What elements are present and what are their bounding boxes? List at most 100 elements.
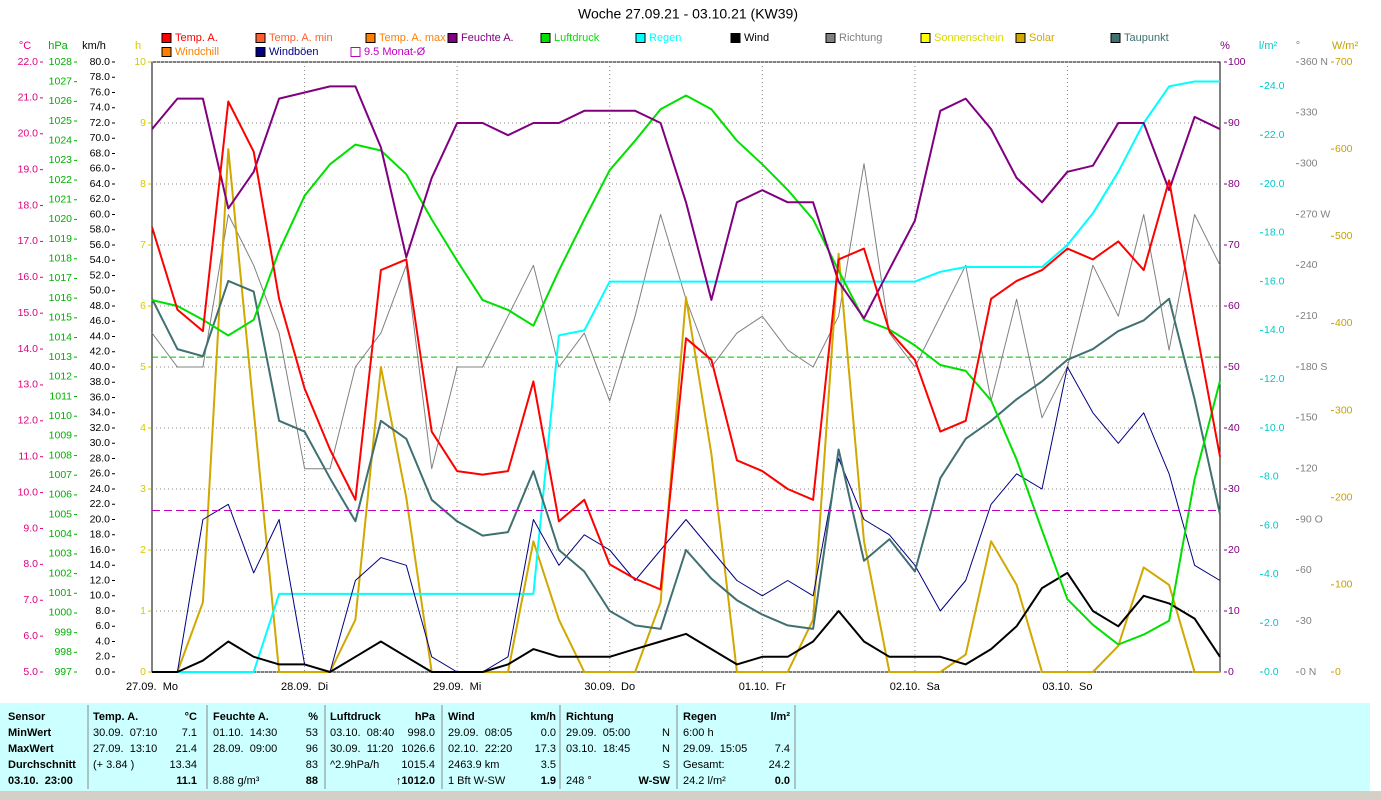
tick-label: 0 N	[1300, 666, 1316, 678]
tick-label: 19.0	[18, 163, 39, 175]
tick-label: 999	[54, 626, 72, 638]
x-tick-label: 03.10. So	[1042, 681, 1092, 693]
tick-label: 14.0	[1264, 324, 1285, 336]
table-cell: 21.4	[175, 743, 197, 755]
tick-label: 80.0	[90, 56, 111, 68]
legend-swatch	[825, 33, 836, 43]
tick-label: 4.0	[95, 635, 110, 647]
tick-label: 22.0	[18, 56, 39, 68]
table-cell: 248 °	[566, 775, 592, 787]
tick-label: 998	[54, 646, 72, 658]
axis-label: °	[1296, 40, 1300, 52]
tick-label: 44.0	[90, 330, 111, 342]
legend-label: Taupunkt	[1124, 32, 1169, 44]
tick-label: 10.0	[1264, 422, 1285, 434]
table-cell: ^2.9hPa/h	[330, 759, 380, 771]
tick-label: 9.0	[23, 522, 38, 534]
tick-label: 300	[1335, 404, 1353, 416]
tick-label: 4	[140, 422, 146, 434]
tick-label: 1002	[49, 567, 73, 579]
table-cell: 03.10. 08:40	[330, 727, 395, 739]
tick-label: 76.0	[90, 86, 111, 98]
tick-label: 30.0	[90, 437, 111, 449]
table-cell: 11.1	[176, 775, 197, 787]
tick-label: 24.0	[90, 483, 111, 495]
table-cell: Luftdruck	[330, 711, 381, 723]
tick-label: 6	[140, 300, 146, 312]
legend-label: Temp. A. max	[379, 32, 446, 44]
legend-swatch	[920, 33, 931, 43]
x-tick-label: 30.09. Do	[584, 681, 635, 693]
tick-label: 14.0	[18, 343, 39, 355]
legend-swatch	[1110, 33, 1121, 43]
tick-label: 1009	[49, 430, 73, 442]
tick-label: 22.0	[90, 498, 111, 510]
tick-label: 0	[140, 666, 146, 678]
tick-label: 1012	[49, 371, 73, 383]
series-line	[151, 279, 1221, 630]
tick-label: 16.0	[90, 544, 111, 556]
tick-label: 6.0	[23, 630, 38, 642]
table-cell: 29.09. 15:05	[683, 743, 748, 755]
tick-label: 13.0	[18, 379, 39, 391]
tick-label: 1001	[49, 587, 73, 599]
tick-label: 1016	[49, 292, 73, 304]
tick-label: 1014	[49, 331, 73, 343]
tick-label: 60	[1228, 300, 1240, 312]
series-line	[151, 100, 1221, 591]
tick-label: 1008	[49, 449, 73, 461]
table-cell: l/m²	[770, 711, 790, 723]
tick-label: 9	[140, 117, 146, 129]
legend-label: Sonnenschein	[934, 32, 1004, 44]
tick-label: 1015	[49, 312, 73, 324]
tick-label: 12.0	[18, 415, 39, 427]
tick-label: 66.0	[90, 163, 111, 175]
tick-label: 60	[1300, 564, 1312, 576]
legend-swatch	[255, 33, 266, 43]
table-cell: °C	[184, 711, 197, 723]
tick-label: 240	[1300, 259, 1318, 271]
axis-label: %	[1220, 40, 1230, 52]
legend-swatch	[730, 33, 741, 43]
table-cell: 17.3	[534, 743, 556, 755]
table-cell: 53	[305, 727, 318, 739]
tick-label: 12.0	[1264, 373, 1285, 385]
tick-label: 62.0	[90, 193, 111, 205]
table-cell: 1015.4	[401, 759, 435, 771]
tick-label: 54.0	[90, 254, 111, 266]
table-cell: 13.34	[169, 759, 197, 771]
table-cell: hPa	[414, 711, 435, 723]
legend-swatch	[365, 33, 376, 43]
axis-label: l/m²	[1259, 40, 1278, 52]
legend-swatch	[161, 33, 172, 43]
legend-label: Temp. A. min	[269, 32, 333, 44]
tick-label: 50.0	[90, 285, 111, 297]
series-line	[151, 94, 1221, 646]
table-cell: Temp. A.	[93, 711, 139, 723]
legend-label: Temp. A.	[175, 32, 218, 44]
tick-label: 300	[1300, 157, 1318, 169]
tick-label: 1003	[49, 548, 73, 560]
tick-label: 1006	[49, 489, 73, 501]
table-cell: 01.10. 14:30	[213, 727, 278, 739]
tick-label: 21.0	[18, 92, 39, 104]
tick-label: 6.0	[95, 620, 110, 632]
tick-label: 28.0	[90, 452, 111, 464]
x-tick-label: 01.10. Fr	[739, 681, 786, 693]
tick-label: 0.0	[95, 666, 110, 678]
tick-label: 30	[1300, 615, 1312, 627]
tick-label: 1007	[49, 469, 73, 481]
tick-label: 8.0	[23, 558, 38, 570]
tick-label: 90	[1228, 117, 1240, 129]
tick-label: 36.0	[90, 391, 111, 403]
tick-label: 0.0	[1264, 666, 1279, 678]
tick-label: 7.0	[23, 594, 38, 606]
table-cell: 8.88 g/m³	[213, 775, 260, 787]
legend-label: Luftdruck	[554, 32, 600, 44]
tick-label: 100	[1335, 579, 1353, 591]
tick-label: 8.0	[95, 605, 110, 617]
axis-label: W/m²	[1332, 40, 1359, 52]
tick-label: 17.0	[18, 235, 39, 247]
tick-label: 70	[1228, 239, 1240, 251]
